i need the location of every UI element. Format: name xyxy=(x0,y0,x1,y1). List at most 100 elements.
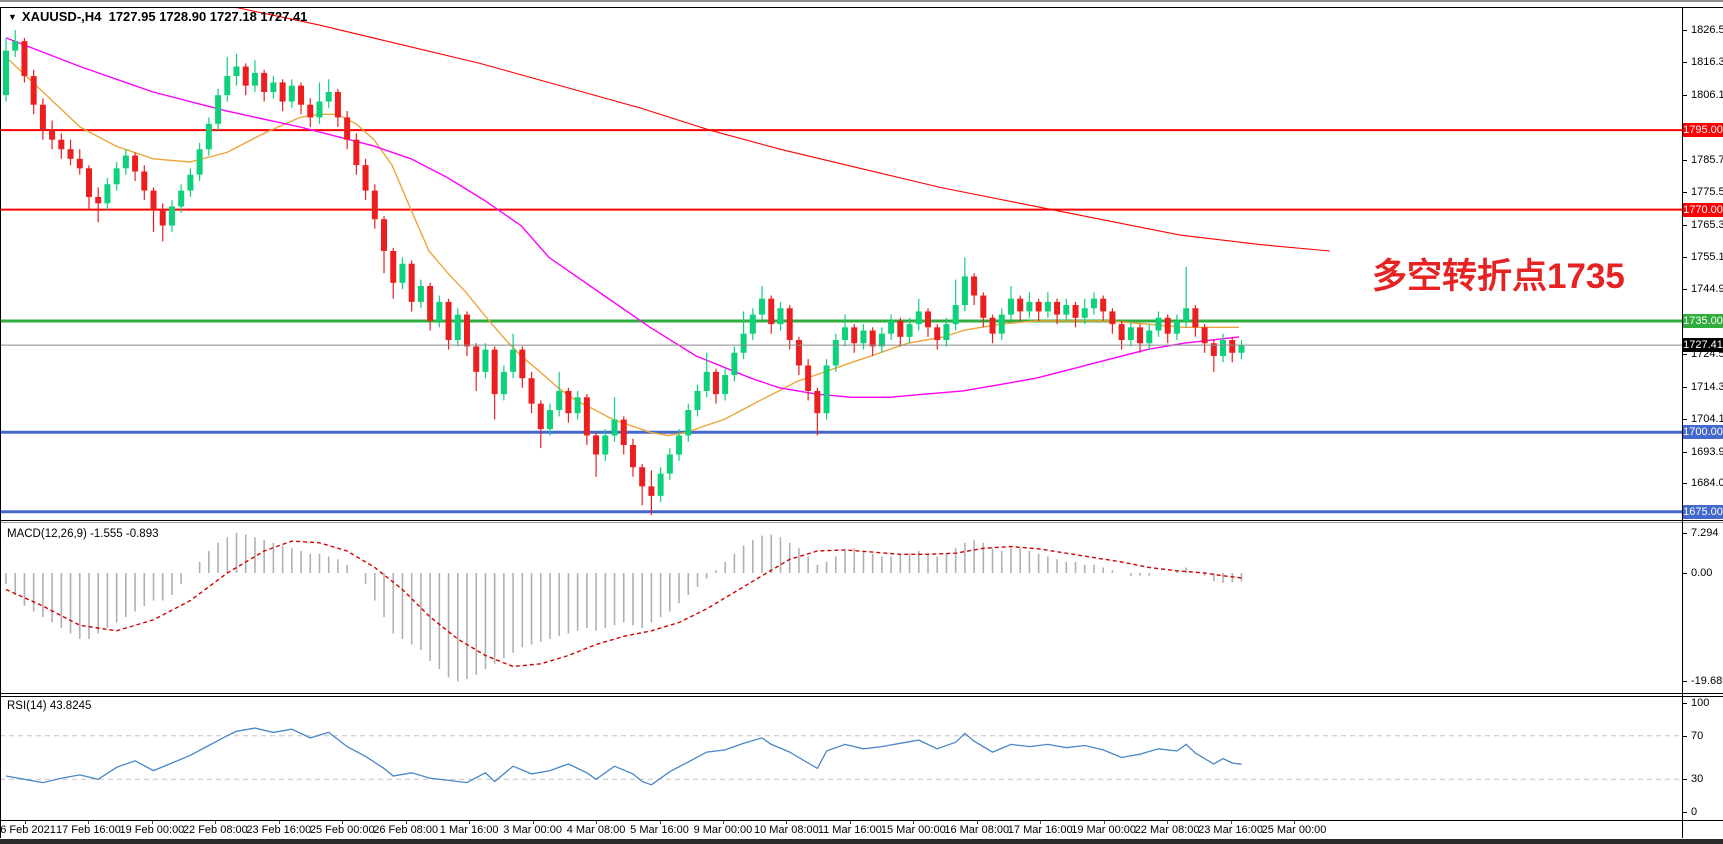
time-axis-tick-mark xyxy=(786,820,788,824)
time-axis-tick-mark xyxy=(532,820,534,824)
price-chart-canvas xyxy=(0,8,1682,515)
macd-panel[interactable] xyxy=(0,523,1682,693)
axis-tick-mark xyxy=(1682,62,1687,63)
time-axis-tick: 16 Feb 2021 xyxy=(0,824,56,836)
price-axis-tick: 7.294 xyxy=(1691,527,1719,539)
price-axis-tick: 30 xyxy=(1691,773,1704,785)
price-axis-tick: 70 xyxy=(1691,730,1704,742)
time-axis-tick-mark xyxy=(1103,820,1105,824)
time-axis-tick: 4 Mar 08:00 xyxy=(566,824,626,836)
time-axis-tick: 26 Feb 08:00 xyxy=(373,824,439,836)
time-axis-tick: 5 Mar 16:00 xyxy=(630,824,689,836)
separator-rsi-timeaxis xyxy=(0,820,1723,821)
slow-ma-line xyxy=(236,8,1331,252)
time-axis-tick-mark xyxy=(1294,820,1295,824)
border-left xyxy=(0,8,1,838)
time-axis-tick-mark xyxy=(88,820,90,824)
price-level-badge: 1700.00 xyxy=(1683,425,1723,439)
axis-tick-mark xyxy=(1682,289,1687,290)
rsi-line xyxy=(5,727,1242,786)
time-axis-tick: 15 Mar 00:00 xyxy=(880,824,946,836)
time-axis-tick: 23 Feb 16:00 xyxy=(246,824,312,836)
price-axis-tick: -19.689 xyxy=(1691,675,1723,687)
mid-ma-line xyxy=(5,37,1240,398)
time-axis-tick: 16 Mar 08:00 xyxy=(944,824,1010,836)
time-axis-tick-mark xyxy=(25,820,26,824)
price-axis-tick: 1744.90 xyxy=(1691,283,1723,295)
price-axis-tick: 0 xyxy=(1691,806,1698,818)
separator-macd-rsi-2 xyxy=(0,696,1723,697)
time-axis-tick: 25 Feb 00:00 xyxy=(309,824,375,836)
price-axis-tick: 1693.90 xyxy=(1691,446,1723,458)
macd-canvas xyxy=(5,532,1243,682)
axis-tick-mark xyxy=(1682,703,1687,704)
price-axis-tick: 1704.10 xyxy=(1691,413,1723,425)
time-axis-tick-mark xyxy=(1230,820,1232,824)
time-axis-tick: 19 Mar 00:00 xyxy=(1071,824,1137,836)
price-axis-tick: 100 xyxy=(1691,697,1710,709)
time-axis-tick: 23 Mar 16:00 xyxy=(1198,824,1263,836)
separator-main-macd xyxy=(0,520,1723,521)
chart-title: XAUUSD-,H4 1727.95 1728.90 1727.18 1727.… xyxy=(21,9,308,24)
axis-tick-mark xyxy=(1682,354,1687,355)
time-axis-tick: 25 Mar 00:00 xyxy=(1261,824,1327,836)
separator-macd-rsi xyxy=(0,693,1723,694)
price-level-badge: 1675.00 xyxy=(1683,505,1723,519)
price-level-badge: 1735.00 xyxy=(1683,314,1723,328)
time-axis-tick: 17 Feb 16:00 xyxy=(56,824,121,836)
axis-tick-mark xyxy=(1682,483,1687,484)
axis-tick-mark xyxy=(1682,779,1687,780)
time-axis-tick: 19 Feb 00:00 xyxy=(119,824,185,836)
axis-tick-mark xyxy=(1682,225,1687,226)
time-axis-tick-mark xyxy=(976,820,978,824)
price-axis-tick: 1806.10 xyxy=(1691,89,1723,101)
axis-tick-mark xyxy=(1682,419,1687,420)
axis-tick-mark xyxy=(1682,95,1687,96)
window-top-edge xyxy=(0,0,1723,2)
price-axis-tick: 1775.50 xyxy=(1691,186,1723,198)
price-level-badge: 1795.00 xyxy=(1683,123,1723,137)
axis-tick-mark xyxy=(1682,573,1687,574)
time-axis-tick: 3 Mar 00:00 xyxy=(503,824,562,836)
time-axis-tick-mark xyxy=(596,820,598,824)
separator-main-macd-2 xyxy=(0,522,1723,523)
price-axis-tick: 1816.30 xyxy=(1691,56,1723,68)
price-axis-tick: 1684.00 xyxy=(1691,477,1723,489)
axis-tick-mark xyxy=(1682,387,1687,388)
time-axis-tick-mark xyxy=(151,820,153,824)
time-axis-tick: 17 Mar 16:00 xyxy=(1007,824,1073,836)
time-axis-tick-mark xyxy=(659,820,661,824)
annotation-text: 多空转折点1735 xyxy=(1372,257,1625,296)
price-axis-tick: 0.00 xyxy=(1691,567,1713,579)
axis-tick-mark xyxy=(1682,681,1687,682)
symbol-dropdown-icon[interactable]: ▼ xyxy=(8,12,17,22)
time-axis-tick: 10 Mar 08:00 xyxy=(753,824,819,836)
time-axis-tick-mark xyxy=(405,820,407,824)
window-bottom-edge xyxy=(0,839,1723,844)
price-axis-tick: 1765.30 xyxy=(1691,219,1723,231)
macd-signal-line xyxy=(5,540,1242,668)
time-axis-tick-mark xyxy=(1167,820,1169,824)
time-axis-tick-mark xyxy=(342,820,344,824)
chart-title-bar: ▼ XAUUSD-,H4 1727.95 1728.90 1727.18 1727… xyxy=(8,9,307,24)
time-axis-tick-mark xyxy=(278,820,280,824)
price-level-badge: 1770.00 xyxy=(1683,203,1723,217)
time-axis-tick: 9 Mar 00:00 xyxy=(693,824,753,836)
current-price-badge: 1727.41 xyxy=(1683,338,1723,352)
time-axis-tick: 1 Mar 16:00 xyxy=(439,824,499,836)
axis-tick-mark xyxy=(1682,30,1687,31)
fast-ma-line xyxy=(5,56,1239,437)
macd-label: MACD(12,26,9) -1.555 -0.893 xyxy=(7,528,159,540)
price-chart-area[interactable] xyxy=(0,8,1682,521)
axis-tick-mark xyxy=(1682,160,1687,161)
axis-tick-mark xyxy=(1682,257,1687,258)
time-axis-tick: 22 Feb 08:00 xyxy=(182,824,248,836)
axis-tick-mark xyxy=(1682,736,1687,737)
rsi-panel[interactable] xyxy=(0,697,1682,820)
time-axis-tick: 22 Mar 08:00 xyxy=(1134,824,1200,836)
time-axis-tick-mark xyxy=(722,820,724,824)
rsi-canvas xyxy=(0,727,1682,786)
axis-tick-mark xyxy=(1682,452,1687,453)
price-axis-tick: 1714.30 xyxy=(1691,381,1723,393)
